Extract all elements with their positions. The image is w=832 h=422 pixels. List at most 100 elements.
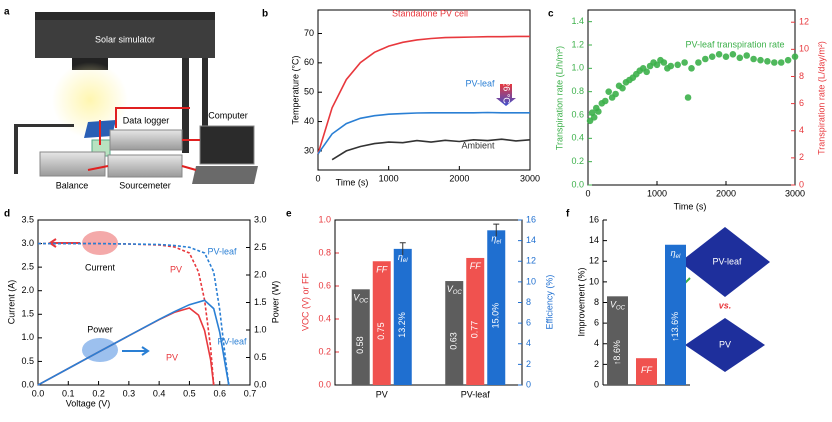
bar-name: ηel <box>671 248 681 259</box>
annotation: PV-leaf <box>712 256 742 266</box>
plot-frame <box>317 9 531 171</box>
x-tick-label: 3000 <box>785 188 805 198</box>
line <box>37 299 230 386</box>
y-tick-label: 0 <box>526 379 531 389</box>
value-label: 0.77 <box>470 321 480 339</box>
y-tick-label: 2 <box>594 359 599 369</box>
bar-name: FF <box>470 261 481 271</box>
axis-title: VOC (V) or FF <box>300 272 310 331</box>
x-tick-label: 0.7 <box>244 388 257 398</box>
axis-title: Time (s) <box>336 177 369 187</box>
series-label: PV-leaf <box>217 336 247 346</box>
axis-title: Temperature (°C) <box>290 55 300 124</box>
point <box>601 97 609 105</box>
point <box>750 55 757 63</box>
y-tick-label: 70 <box>304 28 314 38</box>
y-tick-label: 50 <box>304 87 314 97</box>
point <box>660 59 668 66</box>
y-tick-label: 0.5 <box>21 356 34 366</box>
x-tick-label: 0.1 <box>62 388 75 398</box>
value-label: ↑13.6% <box>670 312 680 342</box>
y-tick-label: 10 <box>799 44 809 54</box>
axis-title: Transpiration rate (L/day/m²) <box>816 41 826 155</box>
point <box>791 53 799 60</box>
bar <box>372 261 391 385</box>
bar <box>351 289 370 385</box>
y-tick-label: 1.4 <box>571 16 584 26</box>
value-label: 0.63 <box>449 332 459 350</box>
point <box>590 114 598 121</box>
point <box>771 59 778 66</box>
value-label: 0.58 <box>355 336 365 354</box>
series-label: Standalone PV cell <box>392 8 468 18</box>
value-label: 0.75 <box>376 322 386 340</box>
panel-label: d <box>4 209 10 220</box>
point <box>715 51 723 58</box>
subscript: OC <box>453 290 463 296</box>
y-tick-label: 14 <box>589 235 599 245</box>
y-tick-label: 16 <box>526 214 536 224</box>
axis-title: Time (s) <box>674 201 707 211</box>
point <box>764 58 771 65</box>
y-tick-label: 0.0 <box>571 179 584 189</box>
subscript: OC <box>616 305 626 311</box>
point <box>736 54 744 62</box>
value-label: 15.0% <box>491 303 501 329</box>
error-bar <box>493 223 500 237</box>
line <box>317 35 530 155</box>
panel-label: f <box>566 209 570 220</box>
point <box>681 59 688 66</box>
name: η <box>671 248 676 258</box>
axis-title: Voltage (V) <box>66 398 111 408</box>
name: V <box>610 300 617 310</box>
laptop-screen <box>199 125 255 165</box>
bar <box>665 244 686 385</box>
laptop-base <box>192 166 258 184</box>
data-logger <box>109 129 183 151</box>
y-tick-label: 0.8 <box>571 86 584 96</box>
y-tick-label: 0.6 <box>571 109 584 119</box>
series-label: PV-leaf <box>465 78 495 88</box>
plot-frame <box>587 9 796 186</box>
bar-name: VOC <box>447 284 463 295</box>
series-label: PV-leaf transpiration rate <box>685 39 784 49</box>
x-tick-label: 0.4 <box>153 388 166 398</box>
name: FF <box>376 265 387 275</box>
post <box>202 58 208 148</box>
axis-title: Current (A) <box>6 280 16 325</box>
name: FF <box>641 365 652 375</box>
x-tick-label: 3000 <box>520 173 540 183</box>
y-tick-label: 8 <box>526 297 531 307</box>
y-tick-label: 0.0 <box>21 379 34 389</box>
point <box>643 68 650 76</box>
y-tick-label: 1.5 <box>21 309 34 319</box>
balance <box>39 151 106 177</box>
y-tick-label: 6 <box>594 318 599 328</box>
y-tick-label: 3.0 <box>21 238 34 248</box>
y-tick-label: 2.0 <box>21 285 34 295</box>
simulator-top <box>35 12 215 20</box>
group-label: Current <box>85 262 116 272</box>
point <box>667 62 675 70</box>
name: η <box>491 234 496 244</box>
y-tick-label: 0.0 <box>318 379 331 389</box>
bar <box>393 248 412 385</box>
y-tick-label: 4 <box>526 338 531 348</box>
axis-title: Efficiency (%) <box>544 275 554 330</box>
panel-label: a <box>4 7 10 18</box>
y-tick-label: 2 <box>799 152 804 162</box>
x-tick-label: PV <box>376 389 388 399</box>
panel-label: e <box>286 209 292 220</box>
series-label: PV <box>166 352 178 362</box>
x-tick-label: 0.6 <box>213 388 226 398</box>
x-tick-label: 0.0 <box>32 388 45 398</box>
bar <box>487 230 506 385</box>
subscript: el <box>496 239 501 245</box>
y-tick-label: 12 <box>799 17 809 27</box>
series-label: Ambient <box>461 140 495 150</box>
y-tick-label: 60 <box>304 57 314 67</box>
y-tick-label: 4 <box>594 338 599 348</box>
y-tick-label: 0.0 <box>254 379 267 389</box>
y-tick-label: 6 <box>526 318 531 328</box>
